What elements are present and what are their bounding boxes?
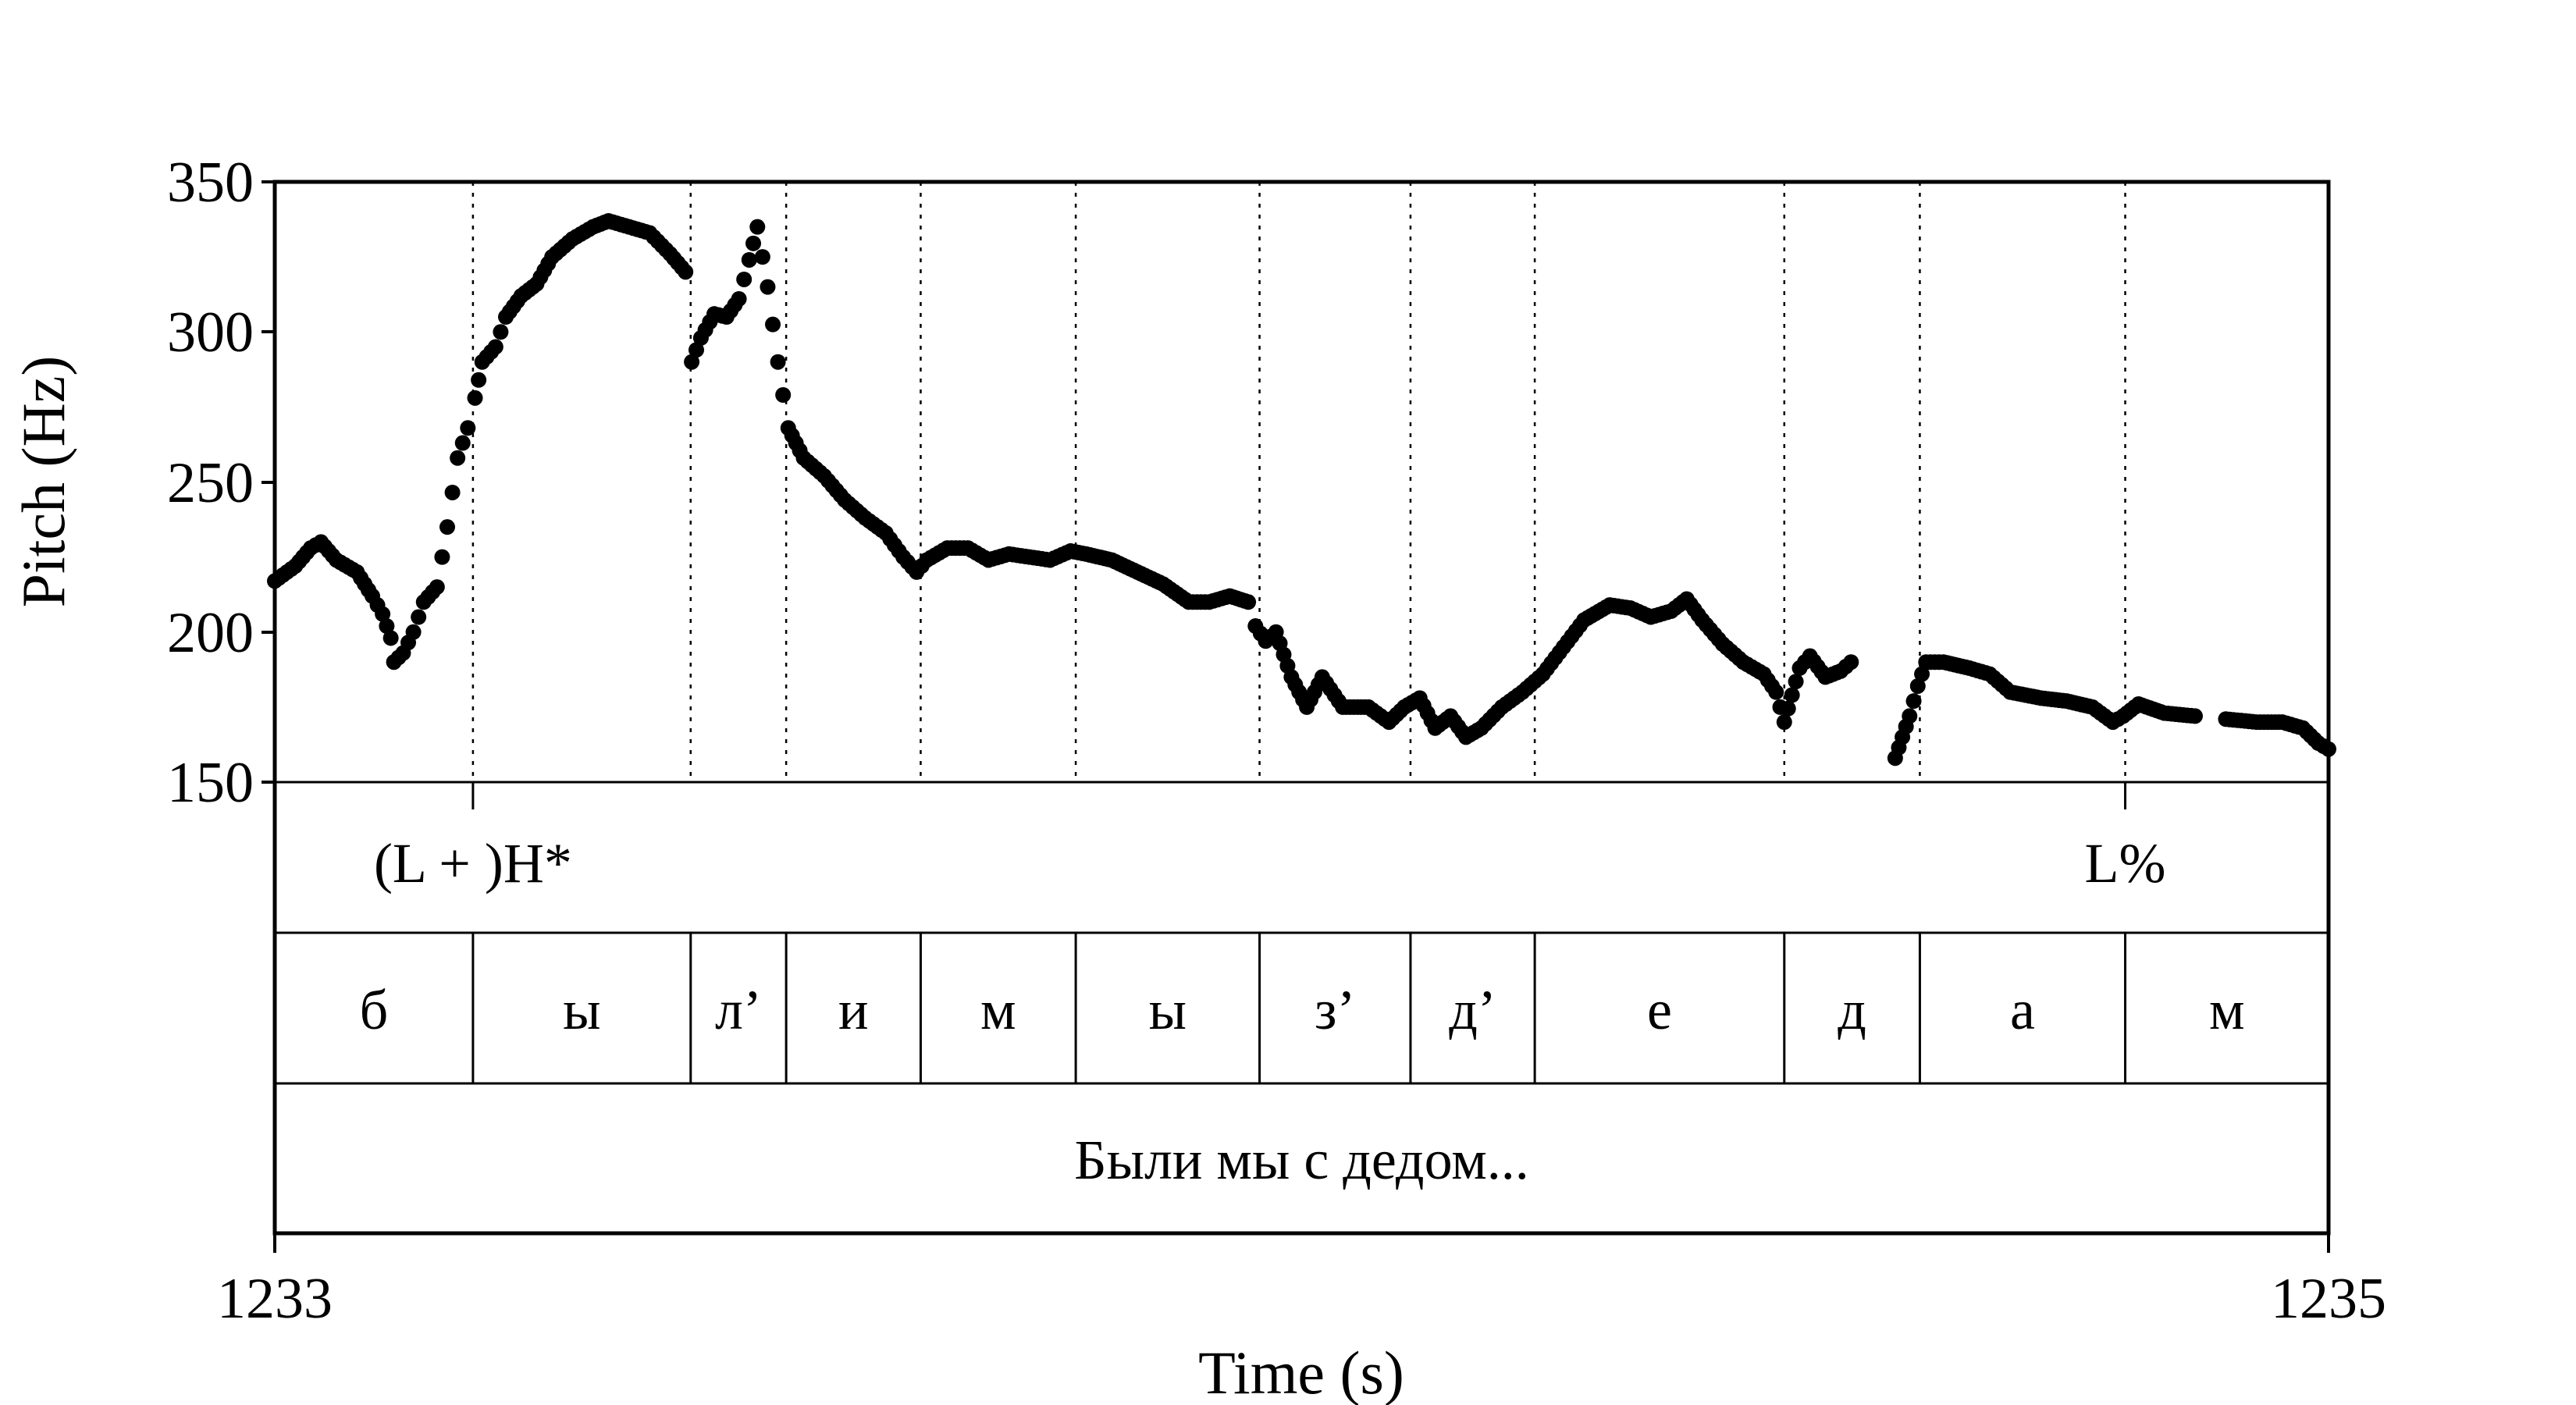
pitch-point — [1902, 708, 1918, 724]
pitch-point — [487, 339, 503, 355]
pitch-point — [1909, 678, 1926, 694]
pitch-point — [450, 450, 466, 466]
pitch-point — [765, 316, 781, 333]
pitch-point — [405, 624, 422, 640]
word-label: Были мы с дедом... — [1074, 1129, 1529, 1191]
pitch-point — [454, 435, 471, 451]
pitch-point — [1784, 687, 1800, 703]
plot-frame — [272, 180, 2331, 1236]
y-tick-label: 150 — [167, 751, 254, 815]
segment-label: б — [360, 979, 389, 1041]
segment-label: м — [2209, 979, 2245, 1041]
y-axis: 350 300 250 200 150 Pitch (Hz) — [9, 151, 275, 815]
segment-label: ы — [1149, 979, 1187, 1041]
tone-label: L% — [2085, 832, 2166, 895]
pitch-point — [444, 484, 461, 500]
pitch-point — [684, 354, 700, 370]
x-axis-title: Time (s) — [1198, 1339, 1404, 1405]
pitch-point — [382, 630, 399, 646]
pitch-point — [434, 549, 450, 565]
segment-label: м — [980, 979, 1016, 1041]
annotation-tiers: (L + )H* L% б ы л’ и м ы з’ д’ е д а м Были мы с дедом… — [360, 782, 2245, 1191]
pitch-point — [471, 372, 487, 388]
pitch-point — [1780, 700, 1796, 717]
segment-label: д — [1838, 979, 1866, 1041]
segment-label: а — [2010, 979, 2035, 1041]
segment-label: и — [838, 979, 869, 1041]
pitch-point — [1905, 693, 1922, 710]
pitch-point — [745, 235, 762, 251]
pitch-point — [749, 219, 766, 235]
pitch-point — [429, 579, 445, 596]
tone-label: (L + )H* — [374, 832, 572, 895]
pitch-point — [2186, 708, 2203, 724]
pitch-point — [775, 386, 792, 403]
pitch-point — [1788, 674, 1804, 690]
y-tick-label: 300 — [167, 301, 254, 365]
x-tick-label: 1233 — [217, 1267, 333, 1331]
x-axis: 1233 1235 Time (s) — [217, 1233, 2386, 1405]
y-tick-label: 200 — [167, 601, 254, 665]
segment-label: л’ — [715, 979, 762, 1041]
pitch-point — [379, 618, 395, 635]
pitch-point — [688, 342, 705, 358]
pitch-point — [741, 251, 757, 268]
segment-label: з’ — [1315, 979, 1355, 1041]
pitch-point — [770, 354, 786, 370]
pitch-point — [467, 389, 483, 406]
pitch-point — [460, 420, 476, 436]
pitch-point — [493, 324, 509, 340]
pitch-point — [678, 264, 694, 280]
pitch-point — [754, 249, 770, 265]
pitch-point — [731, 290, 747, 307]
pitch-point — [1768, 684, 1784, 700]
x-tick-label: 1235 — [2271, 1267, 2386, 1331]
pitch-point — [1914, 666, 1930, 682]
pitch-point — [411, 609, 427, 625]
pitch-point — [375, 606, 391, 622]
pitch-point — [439, 519, 456, 535]
segment-label: д’ — [1449, 979, 1496, 1041]
segment-label: е — [1647, 979, 1672, 1041]
y-axis-title: Pitch (Hz) — [9, 356, 77, 608]
pitch-point — [1240, 594, 1257, 610]
boundary-lines — [471, 182, 2126, 782]
pitch-points — [267, 212, 2336, 767]
y-tick-label: 350 — [167, 151, 254, 215]
pitch-point — [1776, 714, 1792, 731]
pitch-point — [736, 271, 753, 287]
y-tick-label: 250 — [167, 451, 254, 515]
pitch-point — [1843, 654, 1859, 670]
segment-label: ы — [563, 979, 600, 1041]
pitch-point — [760, 279, 776, 295]
